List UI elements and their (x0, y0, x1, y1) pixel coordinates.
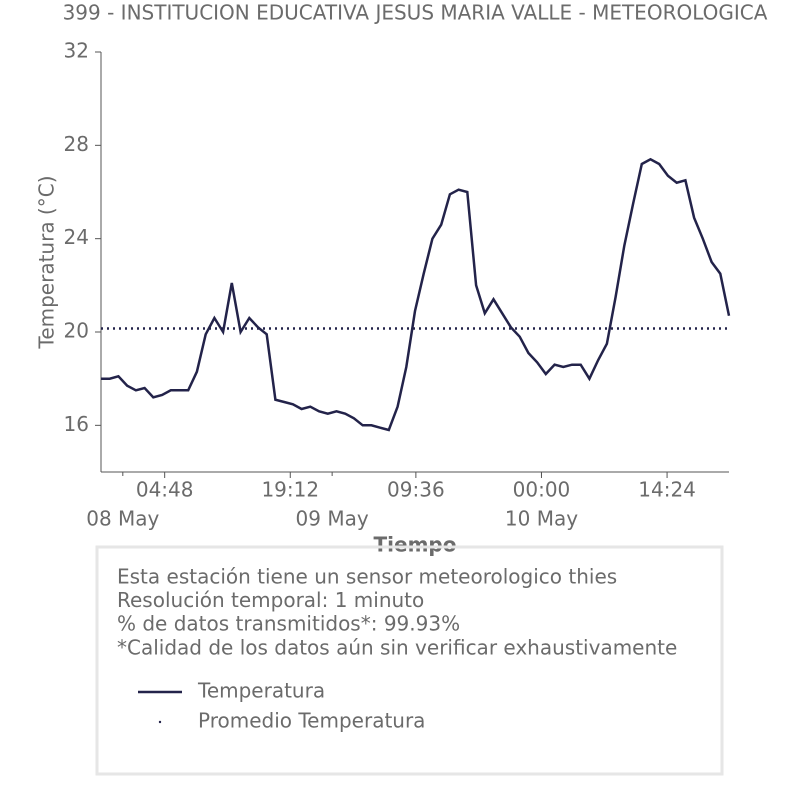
temperature-line (101, 157, 731, 432)
legend-label: Temperatura (197, 679, 325, 703)
y-tick-label: 16 (64, 412, 89, 436)
x-minor-tick-label: 08 May (86, 507, 159, 531)
x-tick-label: 14:24 (638, 478, 696, 502)
x-axis-label: Tiempo (374, 533, 457, 557)
x-minor-tick-label: 10 May (505, 507, 578, 531)
y-tick-label: 20 (64, 319, 89, 343)
x-tick-label: 00:00 (513, 478, 571, 502)
y-tick-label: 28 (64, 132, 89, 156)
y-tick-label: 32 (64, 39, 89, 63)
y-tick-label: 24 (64, 225, 89, 249)
chart-title: 399 - INSTITUCION EDUCATIVA JESUS MARIA … (63, 1, 768, 25)
x-minor-tick-label: 09 May (296, 507, 369, 531)
y-axis-label: Temperatura (°C) (35, 175, 59, 349)
x-tick-label: 09:36 (387, 478, 445, 502)
info-text: Esta estación tiene un sensor meteorolog… (117, 565, 617, 589)
info-text: *Calidad de los datos aún sin verificar … (117, 635, 677, 659)
x-tick-label: 19:12 (261, 478, 319, 502)
info-text: % de datos transmitidos*: 99.93% (117, 612, 460, 636)
legend-swatch (158, 720, 162, 724)
legend-label: Promedio Temperatura (198, 709, 425, 733)
info-text: Resolución temporal: 1 minuto (117, 588, 424, 612)
info-box (95, 545, 724, 776)
x-tick-label: 04:48 (136, 478, 194, 502)
